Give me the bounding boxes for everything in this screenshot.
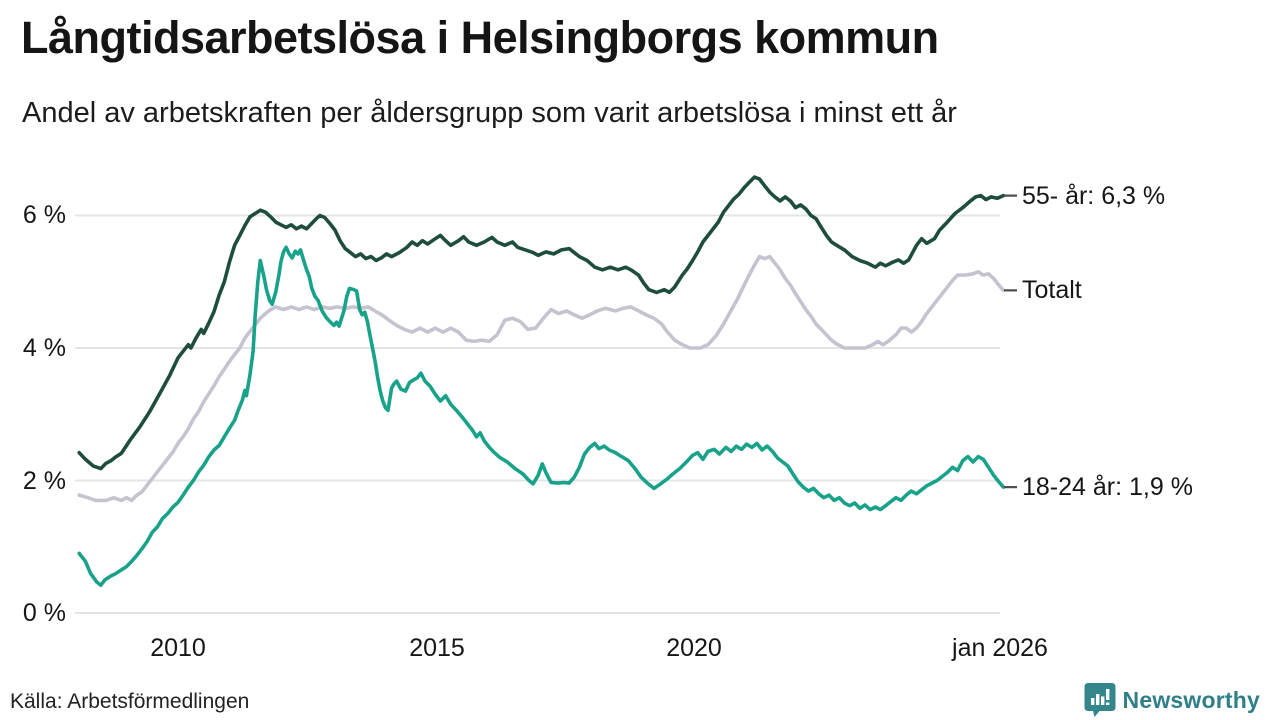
chart-subtitle: Andel av arbetskraften per åldersgrupp s…: [22, 97, 957, 129]
source-note: Källa: Arbetsförmedlingen: [10, 690, 250, 713]
x-tick-jan-2026: jan 2026: [952, 634, 1048, 662]
brand-lockup: Newsworthy: [1084, 682, 1260, 718]
series-line-0: [77, 254, 1006, 503]
y-tick-6: 6 %: [22, 201, 66, 229]
x-tick-2015: 2015: [409, 634, 465, 662]
series-label-totalt: Totalt: [1022, 276, 1082, 305]
brand-wordmark: Newsworthy: [1122, 686, 1260, 713]
x-tick-2020: 2020: [666, 634, 722, 662]
y-tick-2: 2 %: [22, 467, 66, 495]
y-tick-4: 4 %: [22, 334, 66, 362]
series-line-1: [77, 245, 1006, 588]
newsworthy-logo-icon: [1084, 682, 1116, 718]
series-line-2: [77, 175, 1006, 471]
series-label-55: 55- år: 6,3 %: [1022, 181, 1166, 210]
y-tick-0: 0 %: [22, 599, 66, 627]
page-title: Långtidsarbetslösa i Helsingborgs kommun: [21, 12, 939, 63]
series-label-18-24: 18-24 år: 1,9 %: [1022, 473, 1193, 502]
x-tick-2010: 2010: [150, 634, 206, 662]
